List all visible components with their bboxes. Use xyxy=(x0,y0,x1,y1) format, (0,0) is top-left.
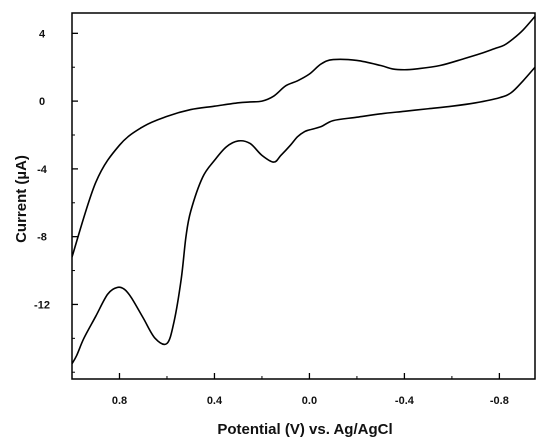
series-line-1 xyxy=(72,15,535,258)
y-axis: 4 0 -4 -8 -12 xyxy=(34,28,78,373)
x-axis: 0.8 0.4 0.0 -0.4 -0.8 xyxy=(71,373,509,407)
x-tick-label: 0.4 xyxy=(207,395,223,407)
x-axis-title: Potential (V) vs. Ag/AgCl xyxy=(217,421,392,438)
series-line-2 xyxy=(72,66,535,365)
x-tick-label: 0.0 xyxy=(302,395,317,407)
plot-border xyxy=(71,12,536,380)
x-tick-label: 0.8 xyxy=(112,395,127,407)
y-tick-label: 0 xyxy=(39,96,45,108)
plot-frame xyxy=(71,12,536,380)
plot-area xyxy=(72,15,535,365)
y-tick-label: 4 xyxy=(39,28,46,40)
y-tick-label: -12 xyxy=(34,299,50,311)
y-axis-title: Current (µA) xyxy=(13,155,30,243)
y-tick-label: -4 xyxy=(37,164,48,176)
x-tick-label: -0.8 xyxy=(490,395,509,407)
x-tick-label: -0.4 xyxy=(395,395,415,407)
y-tick-label: -8 xyxy=(37,232,47,244)
